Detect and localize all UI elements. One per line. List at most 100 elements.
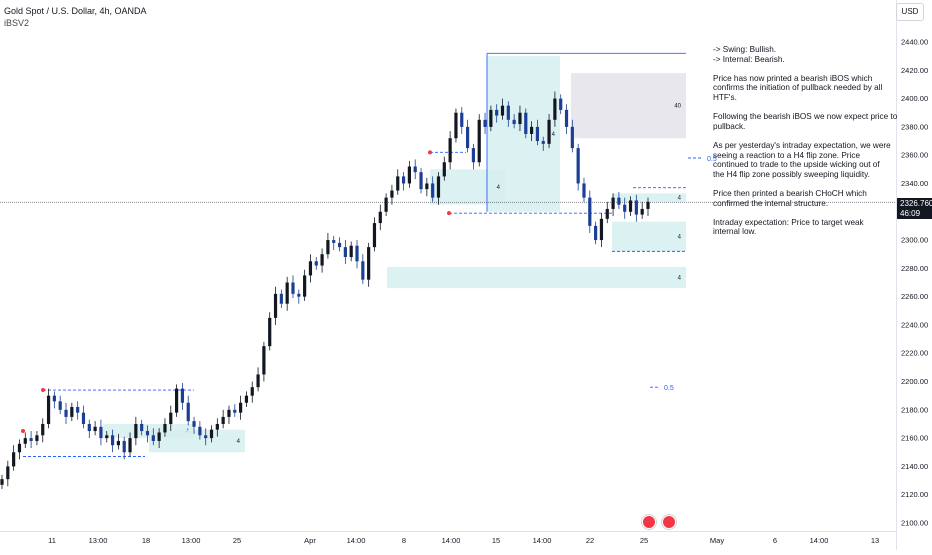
current-price-label: 2326.760 [897, 198, 932, 209]
candle-body [285, 282, 289, 304]
candle-body [52, 395, 56, 402]
candle-body [303, 275, 307, 297]
x-tick-label: 18 [142, 536, 150, 545]
swing-point-marker [21, 429, 25, 434]
candle-body [116, 440, 120, 446]
candle-body [110, 435, 115, 446]
candle-body [489, 109, 493, 127]
candle-body [151, 435, 155, 441]
candle-body [436, 176, 441, 198]
level-label: 0.5 [707, 156, 717, 163]
x-tick-label: 22 [586, 536, 594, 545]
zone-box [612, 193, 686, 202]
candle-body [431, 183, 435, 198]
y-tick-label: 2300.00 [901, 236, 928, 245]
currency-button[interactable]: USD [896, 3, 924, 21]
note-line [713, 103, 715, 113]
candle-body [180, 388, 185, 403]
y-tick-label: 2180.00 [901, 405, 928, 414]
candle-body [599, 218, 604, 241]
candle-body [401, 176, 406, 184]
zone-box [612, 221, 686, 252]
candle-body [262, 346, 266, 375]
candle-body [244, 395, 249, 403]
note-line: internal low. [713, 227, 757, 237]
note-line: As per yesterday's intraday expectation,… [713, 141, 891, 150]
candle-body [559, 98, 563, 110]
note-line: Intraday expectation: Price to target we… [713, 217, 864, 227]
note-line: Price has now printed a bearish iBOS whi… [713, 73, 873, 83]
candle-body [198, 426, 202, 436]
zone-label: 4 [678, 196, 682, 202]
y-tick-label: 2240.00 [901, 320, 928, 329]
candle-body [221, 416, 225, 424]
candle-body [442, 162, 446, 177]
note-line: HTF's. [713, 93, 737, 102]
candle-body [35, 435, 39, 441]
candle-body [99, 426, 103, 439]
candle-body [594, 225, 598, 241]
candle-body [64, 409, 68, 417]
candle-body [390, 190, 394, 198]
y-tick-label: 2340.00 [901, 179, 928, 188]
note-line: Price then printed a bearish CHoCH which [713, 189, 867, 198]
x-tick-label: May [710, 536, 724, 545]
candle-body [483, 119, 487, 127]
x-tick-label: 25 [640, 536, 648, 545]
zone-label: 4 [552, 132, 556, 138]
candle-body [384, 197, 388, 212]
candle-body [628, 200, 633, 212]
candle-body [605, 208, 609, 219]
candle-body [326, 240, 330, 255]
note-line [713, 64, 715, 74]
candle-body [320, 254, 324, 266]
candle-body [465, 126, 470, 149]
candle-body [332, 240, 336, 243]
candle-body [564, 109, 569, 127]
y-tick-label: 2260.00 [901, 292, 928, 301]
event-flag-icon[interactable] [662, 515, 676, 529]
y-tick-label: 2280.00 [901, 264, 928, 273]
candle-body [530, 126, 534, 134]
zone-label: 4 [678, 276, 682, 282]
candle-body [588, 197, 592, 226]
note-line: continued to trade to the upside wicking… [713, 160, 880, 170]
zone-label: 4 [497, 185, 501, 191]
candle-body [233, 409, 237, 413]
candle-body [314, 261, 318, 266]
candle-body [460, 112, 464, 127]
candle-body [524, 112, 528, 134]
note-line: confirmed the internal structure. [713, 198, 829, 208]
candle-body [279, 293, 283, 304]
candle-body [145, 431, 150, 436]
indicator-name[interactable]: iBSV2 [4, 18, 30, 28]
candle-body [372, 223, 377, 248]
x-tick-label: 13 [871, 536, 879, 545]
chart-title: Gold Spot / U.S. Dollar, 4h, OANDA [4, 6, 147, 16]
candle-body [41, 423, 45, 436]
candle-body [611, 197, 615, 209]
candle-body [70, 406, 74, 417]
y-tick-label: 2220.00 [901, 349, 928, 358]
candle-body [6, 466, 10, 480]
zone-label: 4 [237, 439, 241, 445]
candle-body [157, 432, 161, 441]
candle-body [0, 479, 4, 485]
candle-body [407, 166, 411, 184]
candle-body [256, 374, 260, 388]
note-line [713, 208, 715, 218]
candle-body [29, 438, 33, 441]
candle-body [122, 440, 126, 453]
candle-body [268, 317, 272, 347]
x-tick-label: 15 [492, 536, 500, 545]
candle-body [541, 141, 545, 144]
y-tick-label: 2420.00 [901, 66, 928, 75]
candle-body [169, 412, 173, 424]
candle-body [58, 401, 62, 410]
event-flag-icon[interactable] [642, 515, 656, 529]
swing-point-marker [41, 388, 45, 393]
candle-countdown: 46:09 [897, 208, 932, 219]
note-line [713, 179, 715, 189]
